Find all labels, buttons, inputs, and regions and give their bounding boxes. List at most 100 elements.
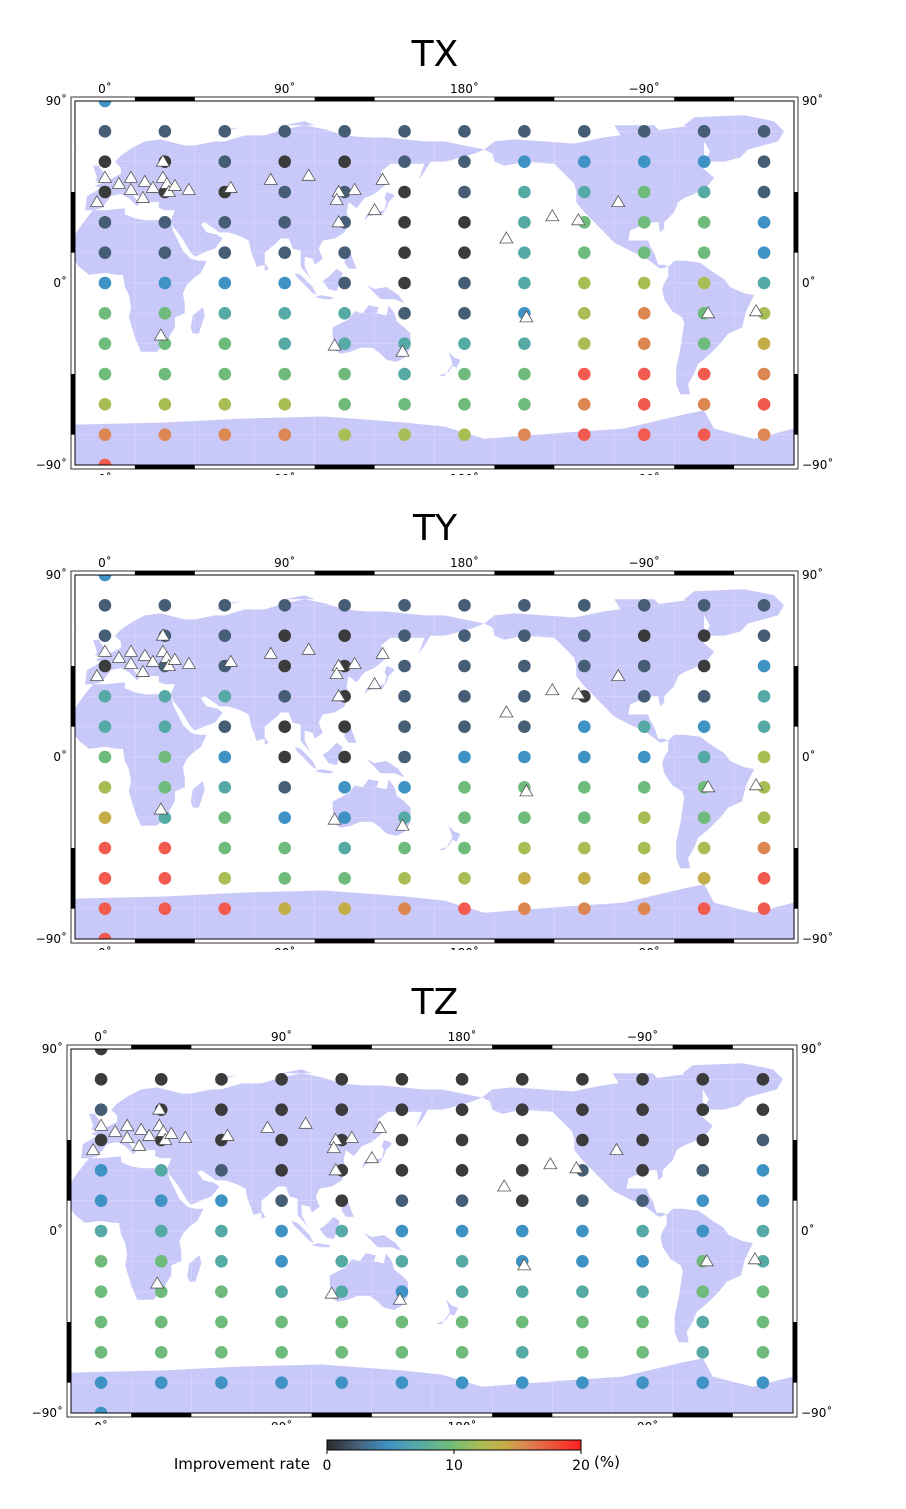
grid-point <box>637 276 651 290</box>
station-marker <box>97 170 113 183</box>
grid-point <box>455 1346 469 1359</box>
frame-bar <box>674 571 735 575</box>
grid-point <box>278 659 292 673</box>
grid-point <box>636 1103 649 1116</box>
x-tick-label: 0˚ <box>94 1419 108 1425</box>
grid-point <box>577 720 591 733</box>
grid-point <box>215 1376 228 1389</box>
grid-point <box>637 246 651 259</box>
grid-point <box>158 841 172 855</box>
grid-point <box>335 1346 349 1359</box>
frame-bar <box>794 374 798 435</box>
grid-point <box>335 1073 349 1086</box>
frame-bar <box>314 939 375 943</box>
grid-point <box>278 155 292 168</box>
grid-point <box>757 185 771 199</box>
grid-point <box>756 1346 770 1359</box>
grid-point <box>275 1103 288 1116</box>
grid-point <box>218 428 232 441</box>
land-mass <box>261 1210 266 1219</box>
map-frame <box>74 574 795 940</box>
grid-point <box>278 367 292 381</box>
x-tick-label: −90˚ <box>627 1029 658 1044</box>
grid-point <box>98 872 112 885</box>
y-tick-label: 90˚ <box>801 1041 822 1056</box>
grid-point <box>154 1224 168 1238</box>
grid-point <box>398 872 411 885</box>
station-marker <box>301 642 316 655</box>
station-marker <box>543 1156 558 1170</box>
grid-point <box>458 155 471 168</box>
grid-point <box>577 246 591 259</box>
grid-point <box>696 1103 710 1116</box>
grid-point <box>218 872 232 885</box>
station-marker <box>569 1161 584 1174</box>
grid-point <box>518 185 531 199</box>
grid-point <box>637 155 651 168</box>
y-tick-label: −90˚ <box>36 457 67 472</box>
y-tick-label: 90˚ <box>802 567 823 582</box>
grid-point <box>696 1315 710 1329</box>
grid-point <box>455 1073 469 1086</box>
map-outer-frame <box>70 96 799 470</box>
grid-point <box>518 659 531 673</box>
station-marker <box>158 1132 173 1145</box>
grid-point <box>636 1255 649 1268</box>
grid-point <box>278 750 292 764</box>
grid-point <box>398 629 411 642</box>
grid-point <box>757 216 771 229</box>
station-marker <box>145 180 161 193</box>
grid-point <box>458 781 471 794</box>
grid-point <box>697 750 711 764</box>
grid-point <box>215 1224 228 1238</box>
grid-point <box>338 125 351 138</box>
station-marker <box>152 1102 167 1115</box>
x-tick-label: 0˚ <box>94 1029 108 1044</box>
station-marker <box>111 176 127 189</box>
frame-bar <box>67 1322 71 1383</box>
grid-point <box>338 781 351 794</box>
station-marker <box>324 1286 339 1299</box>
grid-point <box>94 1346 108 1359</box>
grid-point <box>98 216 112 229</box>
grid-point <box>577 872 591 885</box>
frame-bar <box>794 848 798 909</box>
grid-point <box>577 185 591 199</box>
station-marker <box>392 1292 408 1305</box>
grid-point <box>218 629 232 642</box>
land-mass <box>264 262 269 271</box>
station-marker <box>123 170 139 183</box>
grid-point <box>98 307 112 320</box>
grid-point <box>338 246 351 259</box>
grid-point <box>278 307 292 320</box>
x-tick-label: 180˚ <box>450 81 479 96</box>
grid-point <box>94 1255 108 1268</box>
station-marker <box>111 650 127 663</box>
station-marker <box>329 192 344 205</box>
grid-point <box>215 1164 228 1177</box>
station-marker <box>181 182 197 195</box>
grid-point <box>455 1224 469 1238</box>
grid-point <box>278 629 292 642</box>
frame-bar <box>71 848 75 909</box>
station-marker <box>298 1116 313 1129</box>
grid-point <box>215 1103 228 1116</box>
grid-point <box>637 185 651 199</box>
grid-point <box>757 155 771 168</box>
station-marker <box>496 1179 512 1192</box>
grid-point <box>458 629 471 642</box>
grid-point <box>756 1255 770 1268</box>
grid-point <box>338 629 351 642</box>
frame-bar <box>674 465 735 469</box>
frame-bar <box>494 571 555 575</box>
legend-label: Improvement rate <box>174 1455 310 1473</box>
grid-point <box>518 872 531 885</box>
grid-point <box>154 1073 168 1086</box>
grid-point <box>278 246 292 259</box>
grid-point <box>154 1315 168 1329</box>
grid-point <box>518 276 531 290</box>
grid-point <box>637 872 651 885</box>
colorbar-unit: (%) <box>594 1453 620 1471</box>
land-mass <box>281 1069 312 1074</box>
grid-point <box>455 1164 469 1177</box>
